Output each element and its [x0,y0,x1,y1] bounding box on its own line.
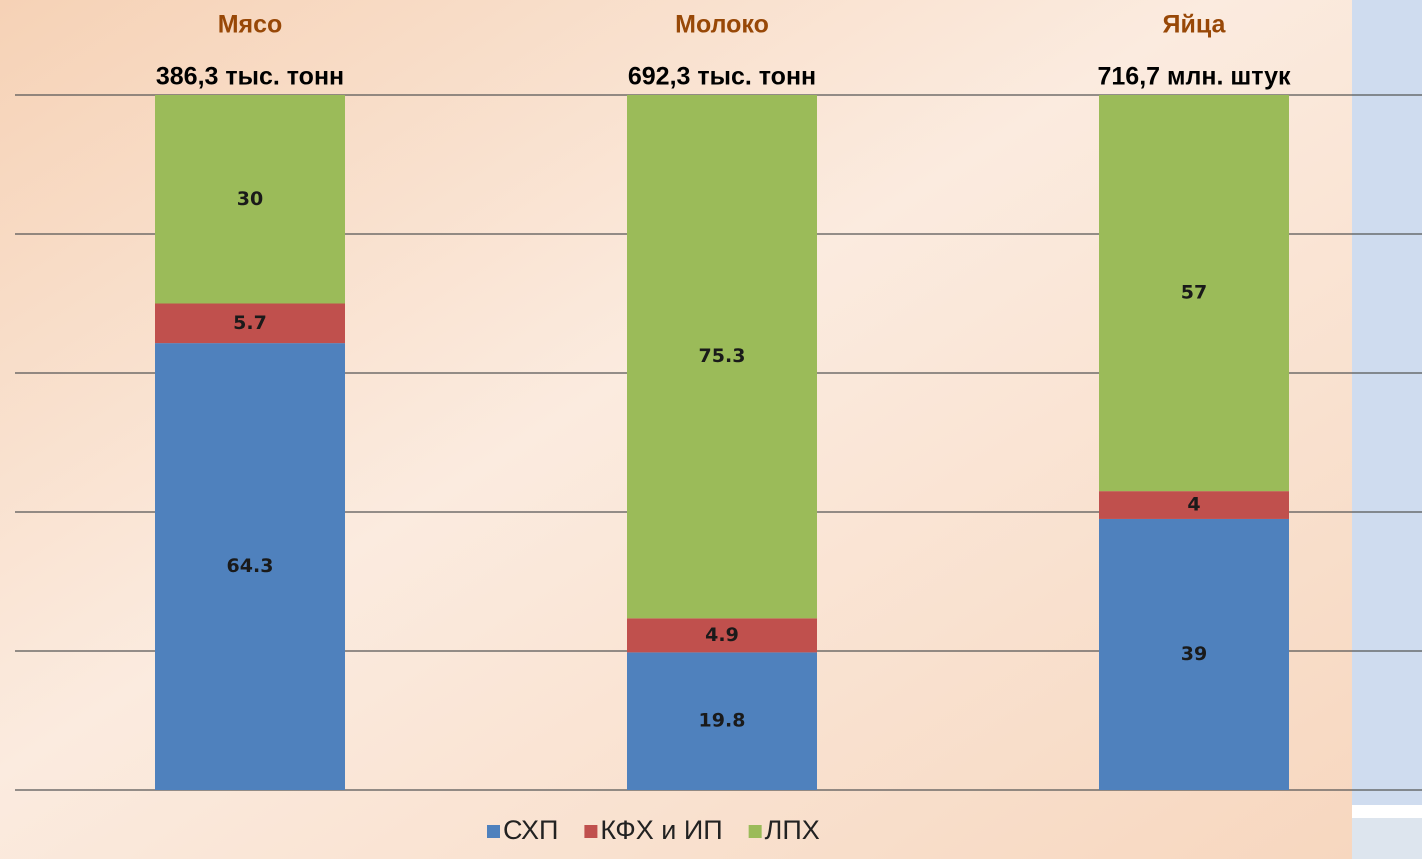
category-label: Яйца [1163,11,1227,39]
bar-segment [1099,95,1289,492]
bar-segment [1099,491,1289,519]
data-label: 5.7 [233,312,267,334]
data-label: 57 [1181,282,1207,304]
category-subtitle: 716,7 млн. штук [1098,63,1291,91]
bar-segment [627,95,817,619]
legend-swatch [748,825,762,838]
legend-swatch [584,825,598,838]
bar-segment [627,652,817,790]
category-subtitle: 386,3 тыс. тонн [156,63,344,91]
legend-label: КФХ и ИП [600,815,722,845]
data-label: 4.9 [705,624,739,646]
data-label: 64.3 [227,555,274,577]
legend-swatch [487,825,500,838]
data-label: 75.3 [699,345,746,367]
category-subtitle: 692,3 тыс. тонн [628,63,816,91]
category-label: Молоко [675,11,769,39]
data-label: 39 [1181,643,1207,665]
bar-segment [627,618,817,653]
bar-segment [1099,518,1289,790]
bar-segment [155,95,345,304]
legend-label: ЛПХ [765,815,820,845]
bar-segment [155,343,345,790]
data-label: 19.8 [699,710,746,732]
data-label: 4 [1187,494,1200,516]
category-label: Мясо [218,11,283,39]
side-panel [1352,0,1422,805]
legend-label: СХП [503,815,558,845]
bar-segment [155,303,345,344]
data-label: 30 [237,188,263,210]
side-panel [1352,818,1422,859]
